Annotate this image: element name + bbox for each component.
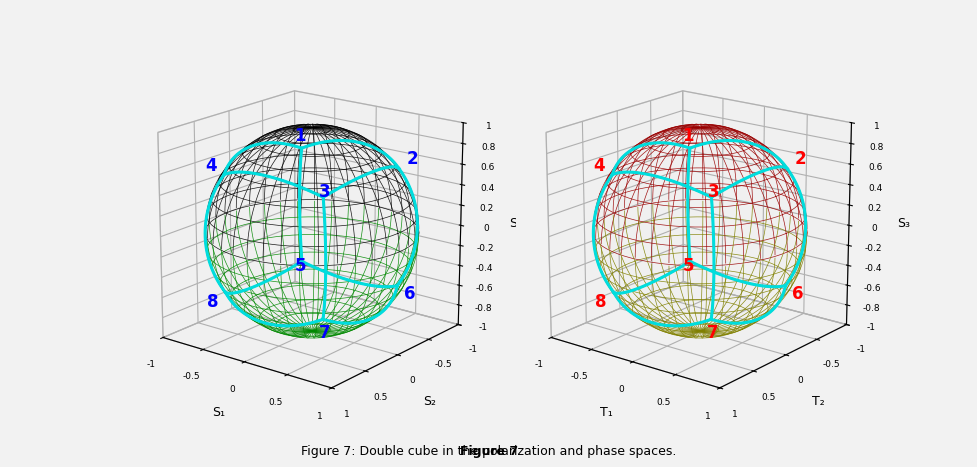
X-axis label: T₁: T₁ (600, 405, 613, 418)
Y-axis label: T₂: T₂ (811, 396, 824, 408)
Y-axis label: S₂: S₂ (423, 396, 436, 408)
Text: Figure 7: Double cube in the polarization and phase spaces.: Figure 7: Double cube in the polarizatio… (301, 445, 676, 458)
X-axis label: S₁: S₁ (212, 405, 225, 418)
Text: Figure 7: Figure 7 (459, 445, 518, 458)
